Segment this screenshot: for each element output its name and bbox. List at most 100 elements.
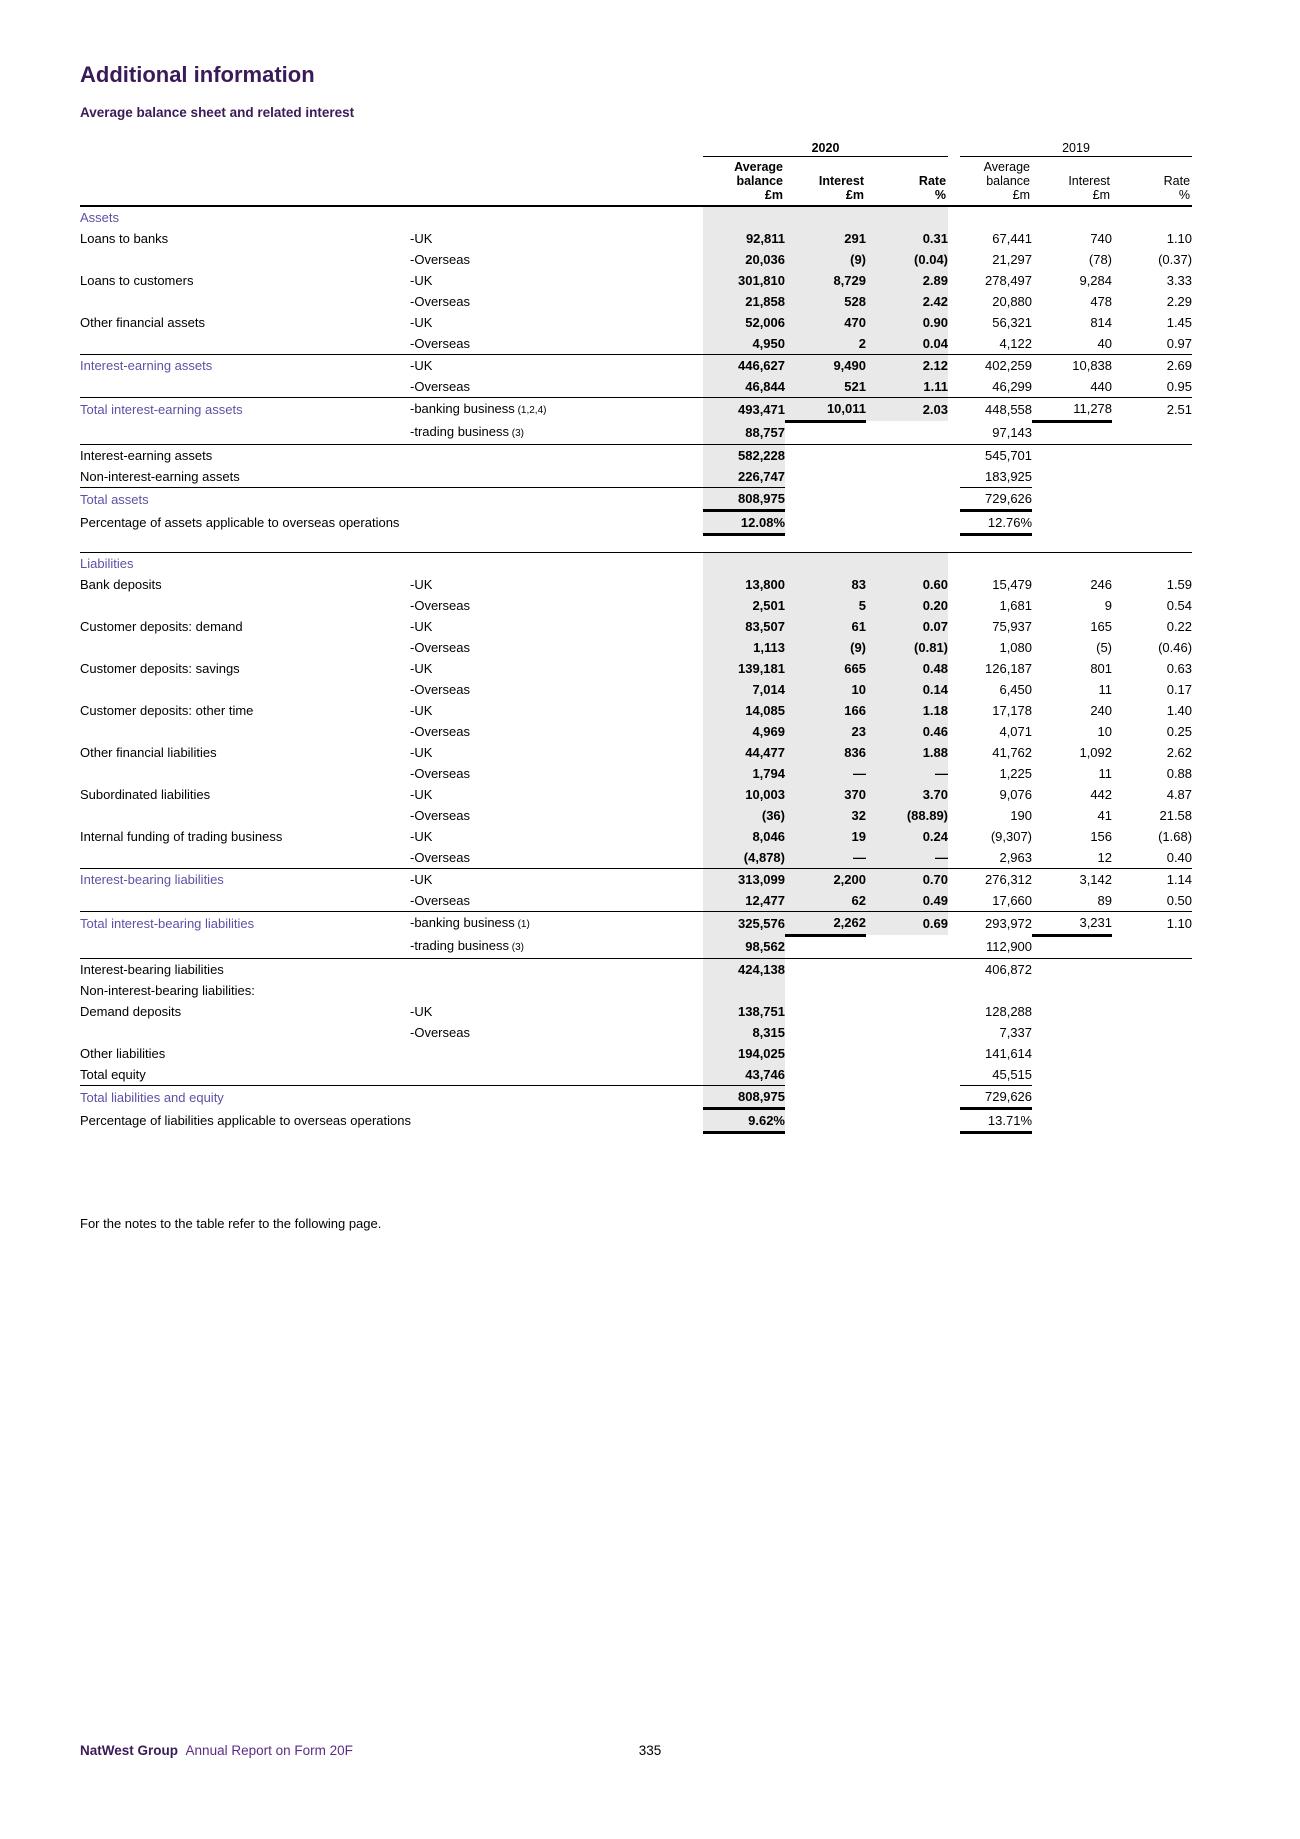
cell-2019-rate: (0.46) (1158, 640, 1193, 655)
row-sublabel: -UK (410, 868, 703, 890)
cell-2019-balance (960, 552, 1033, 574)
cell-2020-rate (866, 552, 949, 574)
table-row: Other financial liabilities -UK 44,477 836 1… (80, 742, 1192, 763)
row-sublabel: -UK (410, 231, 433, 246)
cell-2020-balance: 226,747 (703, 466, 785, 488)
cell-2020-interest: 19 (785, 826, 866, 847)
row-label: Interest-earning assets (80, 354, 410, 376)
row-label: Non-interest-bearing liabilities: (80, 983, 255, 998)
cell-2020-rate (866, 980, 948, 1001)
cell-2020-balance: 8,315 (703, 1022, 785, 1043)
row-label (80, 763, 410, 784)
table-row: -Overseas 2,501 5 0.20 1,681 9 0.54 (80, 595, 1192, 616)
cell-2020-rate: (0.04) (866, 249, 949, 270)
cell-2019-balance: 67,441 (992, 231, 1033, 246)
table-row: Interest-earning assets -UK 446,627 9,490 2.… (80, 354, 1193, 376)
cell-2020-rate: 0.04 (866, 333, 949, 355)
cell-2020-rate (866, 1043, 948, 1064)
row-sublabel: -Overseas (410, 808, 470, 823)
cell-2019-rate (1112, 980, 1192, 1001)
cell-2020-balance: 8,046 (703, 826, 785, 847)
cell-2019-rate: 0.54 (1166, 598, 1193, 613)
row-label: Non-interest-earning assets (80, 466, 410, 488)
cell-2019-rate: 1.14 (1112, 868, 1193, 890)
page-footer: NatWest Group Annual Report on Form 20F (80, 1743, 353, 1758)
row-label (80, 421, 410, 445)
row-label (80, 595, 410, 616)
cell-2019-balance: 45,515 (960, 1064, 1033, 1086)
page-number: 335 (638, 1743, 662, 1758)
cell-2020-rate: 2.03 (866, 397, 949, 421)
row-label: Loans to banks (80, 231, 169, 246)
cell-2019-rate (1112, 1043, 1192, 1064)
cell-2020-rate: 0.60 (866, 574, 949, 595)
col-gap (948, 911, 961, 935)
col-gap (948, 574, 960, 595)
table-row: Loans to customers -UK 301,810 8,729 2.89 278… (80, 270, 1192, 291)
year-2019-label: 2019 (960, 138, 1193, 157)
row-label (80, 935, 410, 959)
cell-2019-balance: 56,321 (992, 315, 1033, 330)
cell-2020-balance: 2,501 (703, 595, 785, 616)
cell-2019-interest: 801 (1090, 661, 1113, 676)
row-sublabel (410, 980, 703, 1001)
cell-2019-interest: 10,838 (1032, 354, 1113, 376)
cell-2020-balance: 582,228 (703, 444, 785, 466)
cell-2020-rate: 0.46 (866, 721, 949, 742)
row-label (80, 291, 410, 312)
spacer-cell (410, 138, 703, 157)
row-sublabel: -Overseas (410, 766, 470, 781)
table-row: -trading business (3) 88,757 97,143 (80, 421, 1192, 445)
table-row: Interest-bearing liabilities 424,138 406,8… (80, 958, 1193, 980)
cell-2019-balance: 448,558 (960, 397, 1033, 421)
col-gap (948, 784, 960, 805)
row-sublabel: -trading business (3) (410, 424, 524, 439)
cell-2020-rate: 0.70 (866, 868, 949, 890)
col-gap (948, 1086, 960, 1109)
cell-2019-balance (960, 206, 1032, 228)
col-gap (948, 511, 960, 535)
cell-2019-balance: 46,299 (992, 379, 1033, 394)
cell-2019-interest: 41 (1097, 808, 1113, 823)
row-sublabel (410, 511, 703, 535)
cell-2019-interest: 156 (1090, 829, 1113, 844)
cell-2019-balance: 1,225 (999, 766, 1033, 781)
cell-2020-interest: 8,729 (785, 270, 866, 291)
cell-2020-balance: 446,627 (703, 354, 785, 376)
spacer-cell (80, 138, 410, 157)
cell-2020-balance: 138,751 (703, 1001, 785, 1022)
cell-2020-balance (703, 980, 785, 1001)
cell-2019-rate: 1.59 (1166, 577, 1193, 592)
cell-2019-rate: 0.40 (1166, 850, 1193, 865)
col-gap (948, 270, 960, 291)
cell-2019-rate: 2.51 (1112, 397, 1193, 421)
row-sublabel (410, 1109, 703, 1133)
cell-2019-interest: 478 (1090, 294, 1113, 309)
col-gap (948, 826, 960, 847)
col-gap (948, 1043, 960, 1064)
cell-2020-interest: 291 (785, 228, 866, 249)
cell-2020-balance: 92,811 (703, 228, 785, 249)
cell-2019-rate (1112, 421, 1192, 445)
table-row: Customer deposits: other time -UK 14,085 16… (80, 700, 1192, 721)
cell-2019-rate: 3.33 (1166, 273, 1193, 288)
row-sublabel: -Overseas (410, 893, 470, 908)
cell-2019-interest (1032, 1022, 1112, 1043)
cell-2019-rate (1112, 1086, 1192, 1109)
cell-2020-interest: 2,262 (785, 911, 866, 937)
row-label: Other liabilities (80, 1046, 166, 1061)
cell-2019-balance: 276,312 (960, 868, 1033, 890)
col-gap (948, 291, 960, 312)
cell-2020-interest: 10,011 (785, 397, 866, 423)
cell-2019-rate (1112, 1022, 1192, 1043)
table-row: Other financial assets -UK 52,006 470 0.90 56… (80, 312, 1192, 333)
cell-2019-rate (1112, 1109, 1192, 1133)
header-2019-interest: Interest £m (1032, 156, 1113, 207)
row-label (80, 679, 410, 700)
cell-2019-rate: 0.97 (1166, 336, 1193, 351)
cell-2020-interest: 10 (785, 679, 866, 700)
col-gap (948, 333, 960, 355)
cell-2019-rate: 4.87 (1166, 787, 1193, 802)
cell-2020-interest: 521 (785, 376, 866, 398)
table-row: Subordinated liabilities -UK 10,003 370 3.70… (80, 784, 1192, 805)
